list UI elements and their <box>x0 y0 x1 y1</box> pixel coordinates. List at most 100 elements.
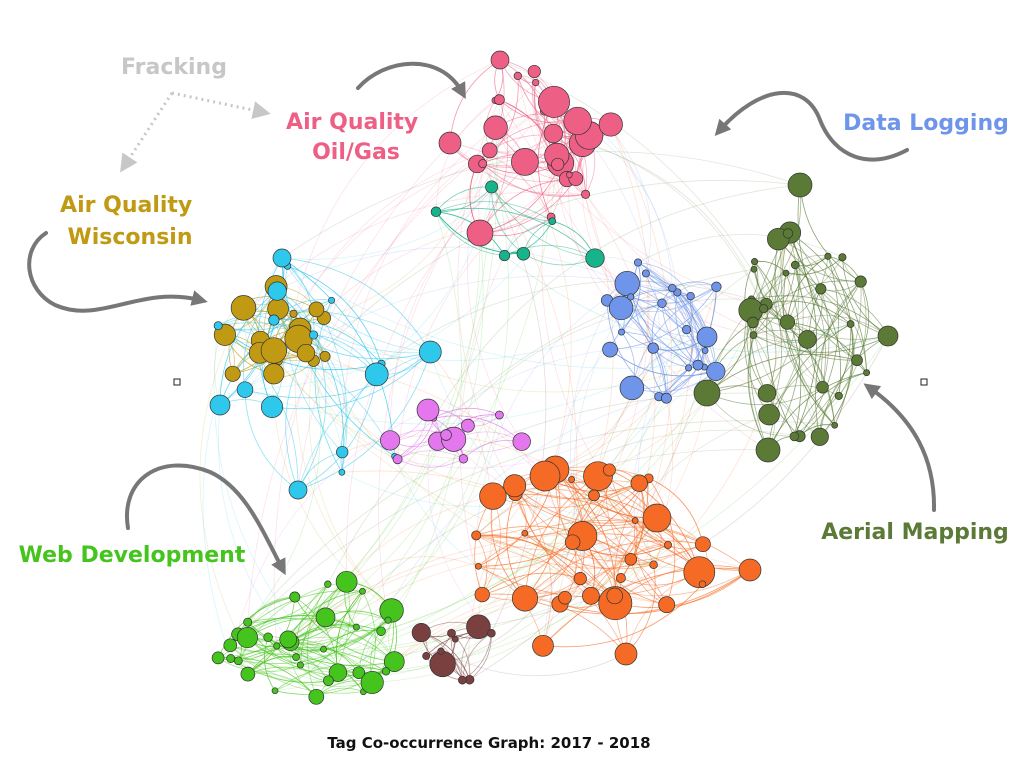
graph-edge <box>457 99 516 494</box>
graph-node <box>618 328 625 336</box>
graph-node <box>614 642 638 666</box>
graph-edge <box>763 308 836 426</box>
graph-node <box>696 326 718 348</box>
graph-edge <box>345 133 554 582</box>
graph-node <box>548 217 557 226</box>
graph-node <box>474 586 490 603</box>
graph-edge <box>611 130 652 274</box>
graph-node <box>418 340 442 364</box>
graph-node <box>451 635 459 643</box>
graph-node <box>495 410 504 420</box>
graph-edge <box>524 475 599 599</box>
web-dev-arrow <box>124 463 286 576</box>
graph-node <box>668 283 677 293</box>
graph-edge <box>294 596 395 662</box>
graph-edge <box>787 315 889 337</box>
graph-edge <box>381 99 501 365</box>
graph-edge <box>247 150 491 675</box>
graph-node <box>834 391 843 400</box>
graph-node <box>633 258 643 267</box>
graph-edge <box>781 233 836 426</box>
graph-edge <box>645 273 687 330</box>
graph-edge <box>247 617 357 638</box>
graph-edge <box>789 232 889 337</box>
annotation-arrows <box>27 61 937 576</box>
graph-edge <box>293 313 667 606</box>
graph-node <box>458 675 467 685</box>
graph-edge <box>237 360 321 635</box>
graph-edge <box>218 404 329 681</box>
graph-edge <box>766 232 795 437</box>
graph-node <box>551 157 565 171</box>
graph-node <box>711 281 722 292</box>
graph-node <box>498 250 511 262</box>
graph-edge <box>230 644 373 687</box>
graph-node <box>260 395 284 418</box>
graph-edge <box>462 632 492 681</box>
graph-edge <box>768 335 889 415</box>
graph-edge <box>748 303 769 451</box>
graph-edge <box>555 469 616 604</box>
graph-edge <box>217 325 299 491</box>
graph-edge <box>229 392 768 646</box>
graph-node <box>466 614 491 640</box>
graph-edge <box>749 233 789 451</box>
graph-edge <box>514 485 636 524</box>
graph-edge <box>264 637 276 691</box>
graph-node <box>243 617 253 627</box>
graph-node <box>790 260 800 270</box>
graph-node <box>240 666 256 682</box>
left-handle[interactable] <box>173 378 181 386</box>
graph-node <box>750 265 758 273</box>
graph-node <box>376 626 386 636</box>
graph-node <box>538 85 570 118</box>
graph-edge <box>219 366 377 406</box>
graph-edge <box>794 264 858 361</box>
graph-node <box>308 301 325 318</box>
graph-edge <box>391 150 509 611</box>
graph-edge <box>555 469 654 565</box>
graph-node <box>437 647 445 655</box>
graph-edge <box>675 292 699 366</box>
graph-edge <box>244 351 431 399</box>
right-handle[interactable] <box>920 378 928 386</box>
graph-node <box>479 482 507 510</box>
graph-edge <box>753 239 782 336</box>
graph-edge <box>476 525 632 560</box>
graph-edge <box>524 532 654 570</box>
graph-edge <box>278 361 464 460</box>
graph-edge <box>827 256 853 426</box>
graph-edge <box>491 186 553 222</box>
graph-edge <box>449 142 552 218</box>
graph-edge <box>615 232 791 604</box>
graph-node <box>466 219 494 247</box>
graph-edge <box>706 339 808 394</box>
graph-edge <box>514 485 631 560</box>
graph-edge <box>637 262 691 297</box>
graph-edge <box>307 583 329 697</box>
graph-edge <box>492 477 649 509</box>
graph-edge <box>610 286 717 350</box>
graph-node <box>447 628 456 638</box>
graph-edge <box>651 287 673 349</box>
graph-node <box>738 558 762 582</box>
graph-edge <box>767 323 851 451</box>
graph-edge <box>295 414 500 658</box>
graph-node <box>458 454 469 464</box>
graph-edge <box>767 372 867 451</box>
graph-edge <box>397 174 570 460</box>
graph-edge <box>273 319 382 365</box>
graph-edge <box>491 186 596 259</box>
graph-node <box>521 529 529 537</box>
graph-edge <box>243 290 278 390</box>
graph-node <box>279 630 298 649</box>
graph-edge <box>571 479 654 566</box>
graph-edge <box>313 179 801 361</box>
graph-node <box>683 556 716 589</box>
graph-edge <box>542 583 703 648</box>
graph-edge <box>524 520 751 571</box>
graph-edge <box>300 626 357 666</box>
graph-edge <box>459 162 561 595</box>
graph-edge <box>297 351 431 491</box>
graph-node <box>483 115 508 140</box>
